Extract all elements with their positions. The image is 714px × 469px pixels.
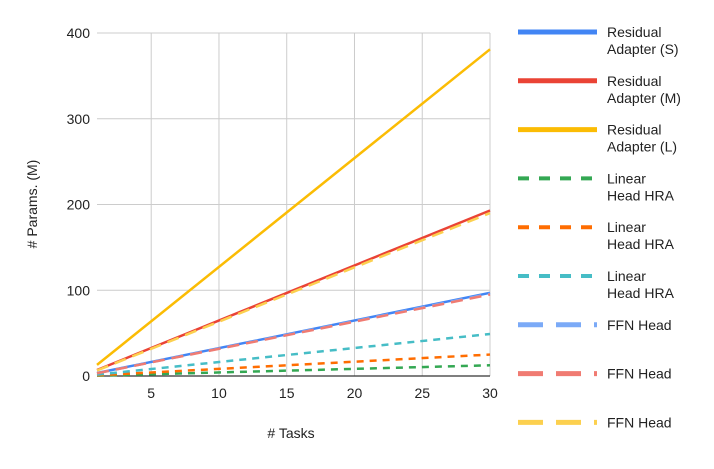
x-axis-title: # Tasks: [267, 425, 314, 441]
y-tick-label: 300: [67, 111, 91, 127]
legend-label-5: Linear: [607, 219, 646, 235]
legend-label-2: Adapter (M): [607, 90, 681, 106]
legend-label-4: Head HRA: [607, 187, 675, 203]
legend-label-8: FFN Head: [607, 366, 672, 382]
series-line-5: [96, 353, 491, 377]
x-tick-label: 10: [211, 385, 227, 401]
legend-label-1: Residual: [607, 24, 661, 40]
x-tick-label: 25: [414, 385, 430, 401]
series-line-4: [96, 364, 491, 377]
y-tick-label: 400: [67, 25, 91, 41]
legend-label-5: Head HRA: [607, 236, 675, 252]
series-line-2: [96, 209, 491, 372]
y-tick-label: 200: [67, 197, 91, 213]
y-tick-label: 100: [67, 282, 91, 298]
series-line-6: [96, 332, 491, 376]
legend-label-9: FFN Head: [607, 414, 672, 430]
legend-label-3: Adapter (L): [607, 139, 677, 155]
legend-label-2: Residual: [607, 73, 661, 89]
x-tick-label: 20: [347, 385, 363, 401]
grid: [97, 32, 491, 376]
x-tick-label: 15: [279, 385, 295, 401]
legend-label-6: Head HRA: [607, 285, 675, 301]
y-tick-label: 0: [82, 368, 90, 384]
series-line-3: [96, 48, 491, 366]
axes: 0 100 200 300 400 5 10 15 20 25 30: [67, 25, 498, 401]
x-tick-label: 30: [482, 385, 498, 401]
y-axis-title: # Params. (M): [24, 160, 40, 249]
x-tick-label: 5: [147, 385, 155, 401]
legend-label-4: Linear: [607, 170, 646, 186]
legend-label-3: Residual: [607, 122, 661, 138]
series-group: [96, 48, 491, 377]
series-line-9: [96, 211, 491, 372]
series-line-8: [96, 293, 491, 375]
legend-label-7: FFN Head: [607, 317, 672, 333]
legend-label-6: Linear: [607, 268, 646, 284]
legend-label-1: Adapter (S): [607, 41, 679, 57]
